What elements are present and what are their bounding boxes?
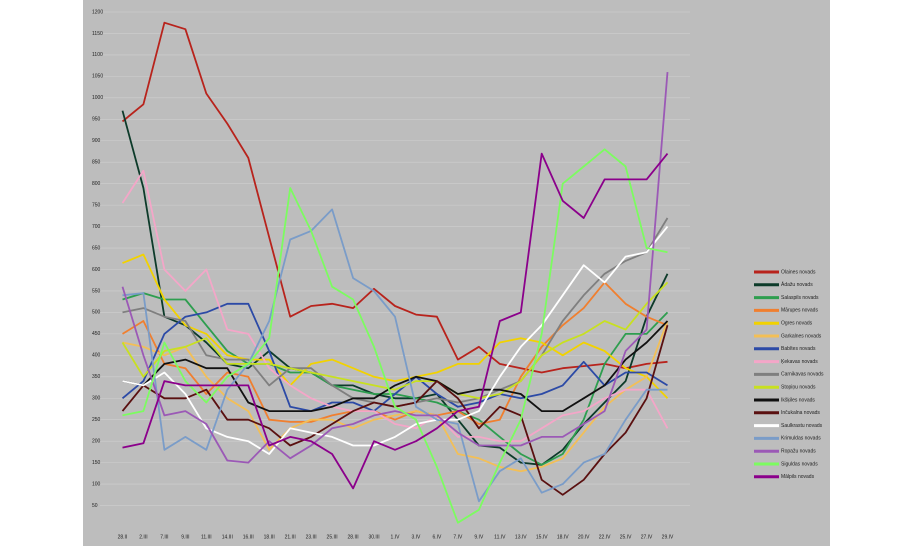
x-tick-label: 21.III — [285, 534, 296, 540]
x-tick-label: 30.III — [368, 534, 379, 540]
y-tick-label: 450 — [92, 331, 101, 337]
x-tick-label: 29.IV — [662, 534, 674, 540]
y-tick-label: 150 — [92, 460, 101, 466]
y-tick-label: 100 — [92, 481, 101, 487]
y-tick-label: 750 — [92, 202, 101, 208]
x-tick-label: 16.III — [243, 534, 254, 540]
series-line — [121, 21, 668, 374]
x-tick-label: 28.II — [118, 534, 128, 540]
x-tick-label: 7.III — [160, 534, 168, 540]
series-line — [121, 302, 668, 412]
series-line — [122, 320, 669, 412]
x-tick-label: 15.IV — [536, 534, 548, 540]
legend-label: Ogres novads — [781, 321, 813, 327]
legend-label: Mālpils novads — [781, 474, 815, 480]
y-tick-label: 1150 — [92, 31, 103, 37]
x-tick-label: 14.III — [222, 534, 233, 540]
y-tick-label: 1050 — [92, 74, 103, 80]
y-tick-label: 600 — [92, 267, 101, 273]
x-tick-label: 27.IV — [641, 534, 653, 540]
x-tick-label: 11.III — [201, 534, 212, 540]
y-tick-label: 350 — [92, 374, 101, 380]
y-tick-label: 650 — [92, 245, 101, 251]
chart-background — [83, 0, 830, 546]
x-tick-label: 6.IV — [432, 534, 442, 540]
y-tick-label: 850 — [92, 160, 101, 166]
series-line — [121, 72, 669, 464]
x-tick-label: 7.IV — [453, 534, 463, 540]
x-tick-label: 2.III — [139, 534, 147, 540]
y-tick-label: 1200 — [92, 9, 103, 15]
legend-label: Garkalnes novads — [781, 333, 822, 339]
x-tick-label: 3.IV — [412, 534, 422, 540]
x-tick-label: 9.III — [181, 534, 189, 540]
y-tick-label: 700 — [92, 224, 101, 230]
legend-label: Carnikavas novads — [781, 372, 824, 378]
y-tick-label: 400 — [92, 353, 101, 359]
legend-label: Krimuldas novads — [781, 436, 821, 442]
y-tick-label: 500 — [92, 310, 101, 316]
legend-label: Ādažu novads — [781, 281, 813, 288]
legend-label: Ikšķiles novads — [781, 397, 815, 403]
x-tick-label: 1.IV — [391, 534, 401, 540]
x-tick-label: 22.IV — [599, 534, 611, 540]
series-line — [122, 152, 669, 490]
y-tick-label: 1100 — [92, 52, 103, 58]
y-tick-label: 250 — [92, 417, 101, 423]
x-tick-label: 11.IV — [494, 534, 506, 540]
x-tick-label: 9.IV — [474, 534, 484, 540]
x-tick-label: 20.IV — [578, 534, 590, 540]
x-tick-label: 25.III — [327, 534, 338, 540]
y-tick-label: 300 — [92, 396, 101, 402]
series-line — [122, 320, 669, 473]
legend-label: Siguldas novads — [781, 461, 818, 467]
y-tick-label: 900 — [92, 138, 101, 144]
y-tick-label: 550 — [92, 288, 101, 294]
x-tick-label: 28.III — [348, 534, 359, 540]
x-tick-label: 18.IV — [557, 534, 569, 540]
x-tick-label: 23.III — [306, 534, 317, 540]
series-line — [122, 148, 668, 524]
y-tick-label: 1000 — [92, 95, 103, 101]
series-line — [122, 253, 669, 399]
legend-label: Saulkrastu novads — [781, 423, 823, 429]
legend-label: Olaines novads — [781, 269, 816, 275]
legend-label: Babītes novads — [781, 346, 816, 352]
legend-label: Ķekavas novads — [781, 359, 818, 365]
series-line — [121, 281, 669, 400]
legend-label: Mārupes novads — [781, 308, 818, 314]
x-tick-label: 25.IV — [620, 534, 632, 540]
x-tick-label: 13.IV — [515, 534, 527, 540]
y-tick-label: 50 — [92, 503, 98, 509]
series-line — [122, 281, 668, 425]
legend-label: Stopiņu novads — [781, 385, 816, 391]
series-line — [121, 169, 669, 443]
y-tick-label: 800 — [92, 181, 101, 187]
series-line — [122, 208, 668, 503]
y-tick-label: 200 — [92, 438, 101, 444]
legend-label: Salaspils novads — [781, 295, 819, 301]
y-tick-label: 950 — [92, 117, 101, 123]
x-tick-label: 18.III — [264, 534, 275, 540]
legend-label: Ropažu novads — [781, 449, 816, 455]
legend-label: Inčukalna novads — [781, 410, 820, 416]
